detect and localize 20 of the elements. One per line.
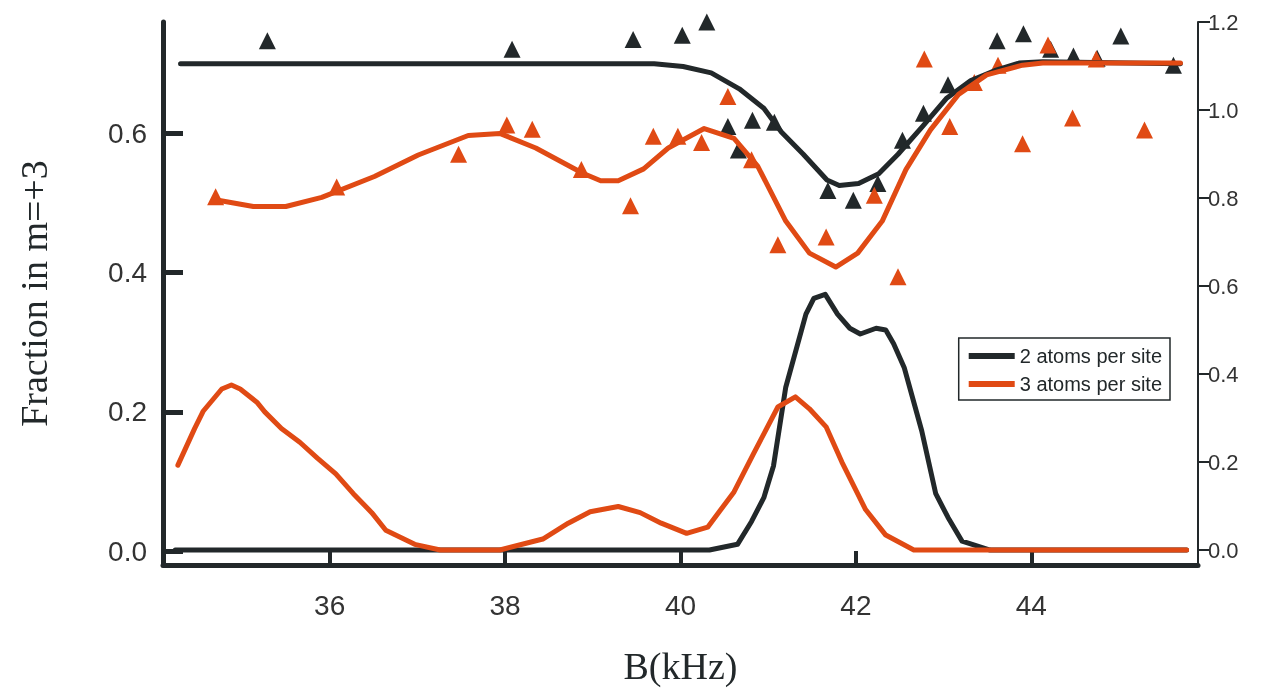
y-tick-label: 0.6 [108, 117, 147, 149]
x-tick-label: 44 [1015, 589, 1047, 621]
x-tick-label: 42 [840, 589, 872, 621]
y2-tick-label: 1.0 [1208, 97, 1239, 123]
y2-tick-label: 0.6 [1208, 273, 1239, 299]
x-axis-title: B(kHz) [623, 645, 738, 688]
y-tick-label: 0.0 [108, 535, 147, 567]
y2-tick-label: 1.2 [1208, 9, 1239, 35]
y2-tick-label: 0.2 [1208, 449, 1239, 475]
y-tick-label: 0.2 [108, 396, 147, 428]
x-tick-label: 36 [314, 589, 346, 621]
x-tick-label: 38 [489, 589, 521, 621]
legend-label: 3 atoms per site [1019, 373, 1163, 395]
y-axis-title: Fraction in m=+3 [13, 160, 55, 427]
y2-tick-label: 0.4 [1208, 361, 1239, 387]
y2-tick-label: 0.8 [1208, 185, 1239, 211]
y2-tick-label: 0.0 [1208, 537, 1239, 563]
x-tick-label: 40 [664, 589, 697, 621]
y-tick-label: 0.4 [108, 257, 147, 289]
legend-label: 2 atoms per site [1019, 345, 1163, 367]
